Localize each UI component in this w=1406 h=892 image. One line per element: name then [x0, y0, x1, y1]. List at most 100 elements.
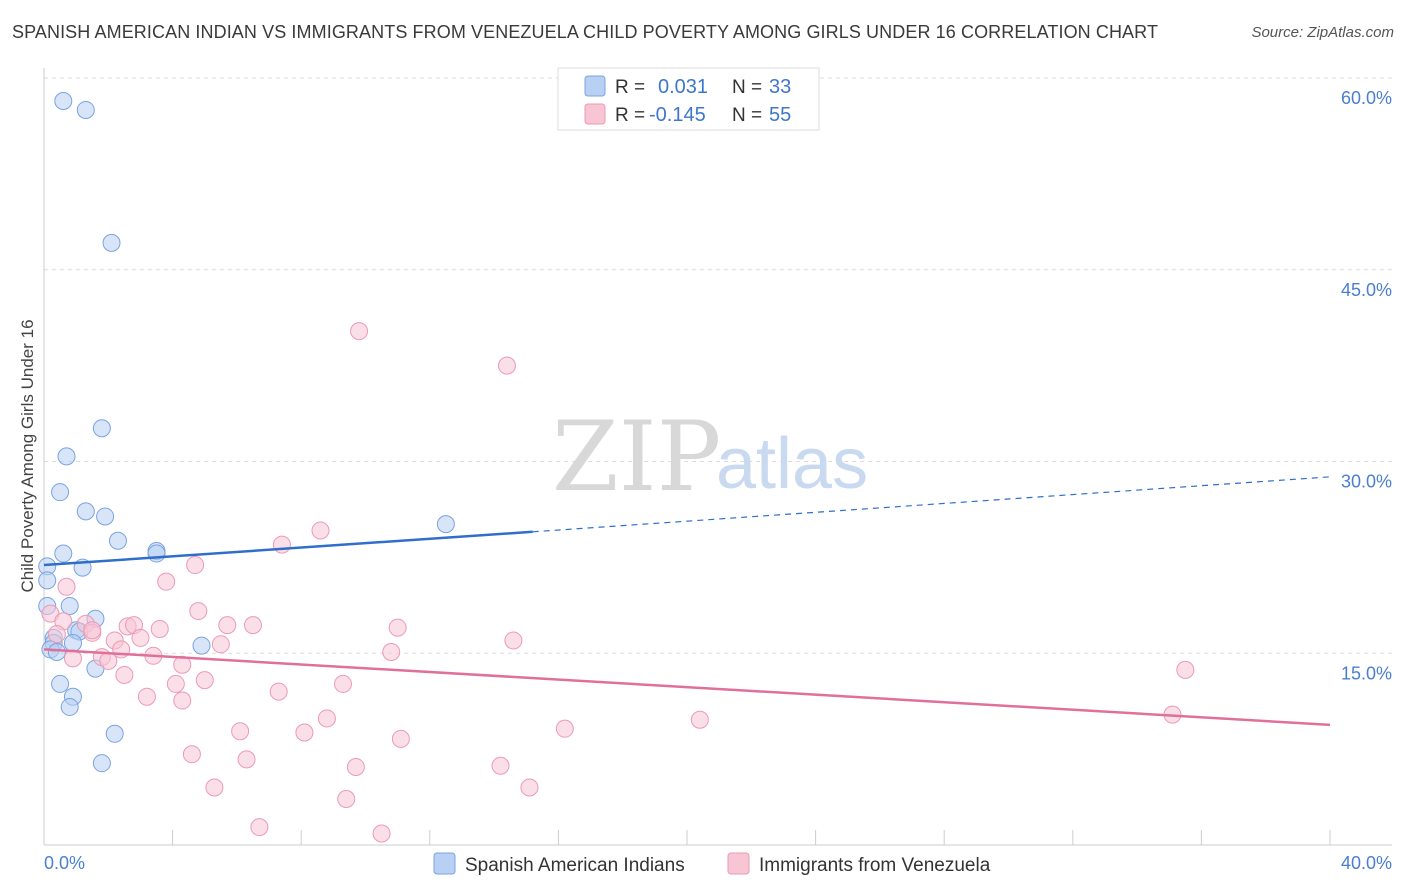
point-series2-42 — [231, 722, 250, 741]
point-series1-12 — [54, 544, 73, 563]
x-tick-label-min: 0.0% — [44, 853, 85, 873]
point-series2-13 — [218, 616, 237, 635]
series-legend: Spanish American Indians Immigrants from… — [433, 852, 991, 876]
point-series1-15 — [38, 571, 57, 590]
point-series2-45 — [391, 729, 410, 748]
point-series1-30 — [105, 724, 124, 743]
point-series2-31 — [115, 665, 134, 684]
point-series2-49 — [491, 756, 510, 775]
point-series1-17 — [60, 596, 79, 615]
gridlines — [44, 77, 1392, 654]
point-series2-50 — [205, 778, 224, 797]
point-series2-37 — [173, 691, 192, 710]
point-series2-33 — [166, 674, 185, 693]
point-series2-23 — [211, 635, 230, 654]
point-series1-3 — [92, 419, 111, 438]
point-series2-35 — [269, 682, 288, 701]
point-series1-7 — [96, 507, 115, 526]
stats-r-value-series2: -0.145 — [649, 104, 706, 126]
point-series2-21 — [131, 628, 150, 647]
point-series2-8 — [189, 602, 208, 621]
point-series2-30 — [173, 655, 192, 674]
point-series2-38 — [317, 709, 336, 728]
point-series2-25 — [382, 642, 401, 661]
source-label: Source: ZipAtlas.com — [1251, 24, 1394, 41]
point-series1-8 — [436, 515, 455, 534]
point-series1-11 — [147, 544, 166, 563]
point-series1-2 — [102, 233, 121, 252]
point-series2-43 — [295, 723, 314, 742]
y-tick-label-60: 60.0% — [1341, 88, 1392, 108]
trend-line-series1 — [43, 530, 533, 567]
point-series2-44 — [555, 719, 574, 738]
point-series1-4 — [57, 447, 76, 466]
point-series2-47 — [237, 750, 256, 769]
point-series2-6 — [57, 577, 76, 596]
point-series2-29 — [99, 651, 118, 670]
trend-line-series2 — [43, 648, 1331, 727]
point-series1-1 — [76, 100, 95, 119]
point-series2-14 — [243, 616, 262, 635]
stats-r-value-series1: 0.031 — [658, 76, 708, 98]
point-series1-31 — [92, 754, 111, 773]
point-series1-6 — [76, 502, 95, 521]
point-series2-0 — [350, 322, 369, 341]
stats-n-value-series1: 33 — [769, 76, 791, 98]
stats-legend: R = 0.031 N = 33 R = -0.145 N = 55 — [557, 67, 820, 131]
point-series1-29 — [60, 697, 79, 716]
point-series2-5 — [157, 572, 176, 591]
point-series2-4 — [186, 556, 205, 575]
point-series2-32 — [195, 671, 214, 690]
watermark-atlas: atlas — [716, 424, 868, 504]
y-tick-labels: 15.0% 30.0% 45.0% 60.0% — [1341, 88, 1392, 683]
point-series2-18 — [83, 621, 102, 640]
point-series2-34 — [333, 674, 352, 693]
legend-swatch-immigrants-from-venezuela — [727, 852, 750, 875]
y-tick-label-45: 45.0% — [1341, 280, 1392, 300]
point-series2-1 — [497, 356, 516, 375]
y-tick-label-15: 15.0% — [1341, 663, 1392, 683]
point-series2-51 — [520, 778, 539, 797]
point-series2-2 — [311, 521, 330, 540]
point-series2-16 — [150, 619, 169, 638]
stats-n-label-series1: N = — [732, 77, 762, 98]
point-series2-46 — [182, 745, 201, 764]
stats-r-label-series2: R = — [615, 105, 645, 126]
point-series1-32 — [47, 642, 66, 661]
point-series1-23 — [63, 634, 82, 653]
trend-line-series1-extension — [532, 476, 1331, 533]
point-series1-5 — [51, 483, 70, 502]
point-series2-39 — [690, 710, 709, 729]
y-axis-title: Child Poverty Among Girls Under 16 — [18, 319, 37, 592]
point-series2-24 — [504, 631, 523, 650]
trend-lines — [43, 476, 1331, 727]
stats-legend-swatch-series1 — [584, 75, 606, 97]
legend-swatch-spanish-american-indians — [433, 852, 456, 875]
y-tick-label-30: 30.0% — [1341, 472, 1392, 492]
legend-label-immigrants-from-venezuela: Immigrants from Venezuela — [759, 855, 991, 876]
legend-label-spanish-american-indians: Spanish American Indians — [465, 855, 685, 876]
point-series2-52 — [337, 789, 356, 808]
stats-n-label-series2: N = — [732, 105, 762, 126]
point-series1-28 — [51, 674, 70, 693]
watermark-zip: ZIP — [552, 401, 721, 513]
point-series1-9 — [108, 531, 127, 550]
point-series2-15 — [388, 618, 407, 637]
stats-legend-swatch-series2 — [584, 103, 606, 125]
chart-title: SPANISH AMERICAN INDIAN VS IMMIGRANTS FR… — [12, 22, 1159, 42]
x-axis-ticks — [43, 830, 1331, 845]
x-tick-label-max: 40.0% — [1341, 853, 1392, 873]
stats-n-value-series2: 55 — [769, 104, 791, 126]
point-series2-19 — [47, 625, 66, 644]
point-series2-48 — [346, 758, 365, 777]
point-series2-53 — [250, 818, 269, 837]
point-series2-54 — [372, 824, 391, 843]
point-series2-36 — [137, 687, 156, 706]
point-series1-0 — [54, 92, 73, 111]
point-series2-40 — [1176, 660, 1195, 679]
stats-r-label-series1: R = — [615, 77, 645, 98]
point-series1-25 — [192, 636, 211, 655]
watermark: ZIP atlas — [552, 401, 868, 513]
point-series2-3 — [272, 535, 291, 554]
